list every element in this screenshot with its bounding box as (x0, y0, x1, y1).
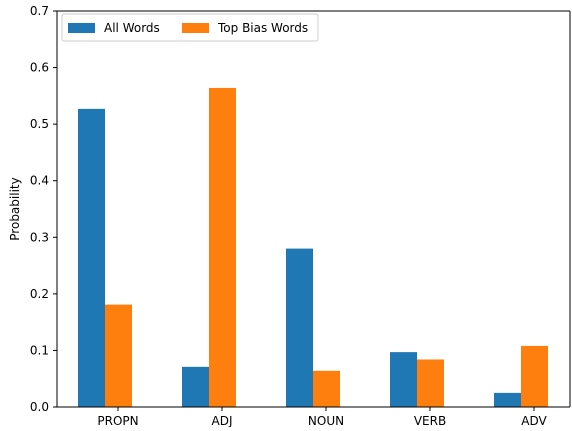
legend: All Words Top Bias Words (61, 13, 319, 42)
bar-adv-series-2 (521, 345, 548, 407)
y-tick-label: 0.2 (30, 287, 49, 301)
x-tick-label: NOUN (308, 414, 344, 427)
legend-label-series-1: All Words (104, 21, 160, 35)
x-tick-label: ADJ (212, 414, 233, 427)
axes-layer: 0.0 0.1 0.2 0.3 0.4 0.5 0.6 0.7 PROPN ADJ NOUN VERB… (30, 4, 571, 428)
bar-adj-series-2 (209, 87, 236, 408)
bar-verb-series-1 (390, 352, 417, 407)
legend-label-series-2: Top Bias Words (217, 21, 308, 35)
bars-layer (78, 87, 548, 408)
x-tick-label: ADV (521, 414, 547, 427)
bar-adj-series-1 (182, 366, 209, 407)
x-tick-label: PROPN (97, 414, 138, 427)
bar-verb-series-2 (417, 359, 444, 407)
bar-noun-series-1 (286, 248, 313, 407)
x-tick-label: VERB (414, 414, 446, 427)
bar-propn-series-2 (105, 304, 132, 407)
bar-propn-series-1 (78, 108, 105, 408)
y-tick-label: 0.1 (30, 343, 49, 357)
bar-adv-series-1 (494, 392, 521, 407)
bar-noun-series-2 (313, 370, 340, 407)
y-tick-label: 0.6 (30, 61, 49, 75)
y-tick-label: 0.0 (30, 400, 49, 414)
y-axis-label: Probability (8, 177, 22, 240)
y-tick-label: 0.4 (30, 174, 49, 188)
legend-swatch-series-2 (182, 23, 209, 33)
y-tick-label: 0.5 (30, 117, 49, 131)
y-tick-label: 0.7 (30, 4, 49, 18)
y-tick-label: 0.3 (30, 230, 49, 244)
legend-swatch-series-1 (68, 23, 95, 33)
